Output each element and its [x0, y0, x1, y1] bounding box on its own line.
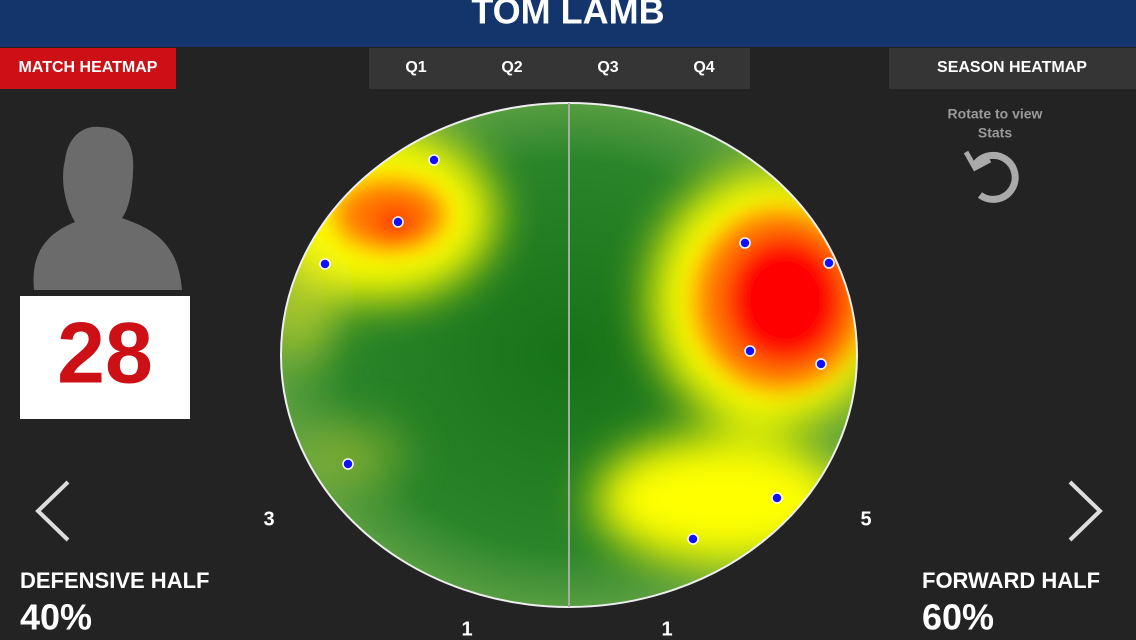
- heatmap: [281, 103, 857, 607]
- touch-dot: [815, 358, 827, 370]
- prev-button[interactable]: [35, 480, 70, 542]
- next-button[interactable]: [1068, 480, 1103, 542]
- touch-dot: [428, 154, 440, 166]
- player-number: 28: [57, 306, 153, 402]
- quarter-tab[interactable]: Q4: [693, 59, 714, 76]
- touch-dot: [342, 458, 354, 470]
- touch-dot: [739, 237, 751, 249]
- forward-value: 60%: [922, 597, 994, 638]
- quarter-tab[interactable]: Q2: [501, 59, 522, 76]
- touches: [319, 154, 835, 545]
- touch-dot: [744, 345, 756, 357]
- number-box: [20, 296, 190, 419]
- rotate-hint: Stats: [978, 125, 1012, 141]
- match-tab-label[interactable]: MATCH HEATMAP: [19, 59, 158, 76]
- bottom-count: 1: [661, 618, 672, 640]
- header-bar: [0, 0, 1136, 47]
- touch-dot: [823, 257, 835, 269]
- touch-dot: [392, 216, 404, 228]
- defensive-value: 40%: [20, 597, 92, 638]
- touch-dot: [771, 492, 783, 504]
- bottom-count: 1: [461, 618, 472, 640]
- rotate-icon[interactable]: [963, 150, 1019, 203]
- touch-dot: [687, 533, 699, 545]
- rotate-hint: Rotate to view: [948, 106, 1043, 122]
- right-count: 5: [860, 508, 871, 530]
- quarter-tab[interactable]: Q1: [405, 59, 426, 76]
- player-silhouette: [33, 126, 183, 290]
- season-tab[interactable]: [889, 48, 1136, 89]
- quarter-tab[interactable]: Q3: [597, 59, 618, 76]
- season-tab-label[interactable]: SEASON HEATMAP: [937, 59, 1087, 76]
- player-name: TOM LAMB: [471, 0, 664, 32]
- touch-dot: [319, 258, 331, 270]
- quarter-bar: [369, 48, 750, 89]
- match-tab[interactable]: [0, 48, 176, 89]
- defensive-label: DEFENSIVE HALF: [20, 568, 209, 593]
- left-count: 3: [263, 508, 274, 530]
- forward-label: FORWARD HALF: [922, 568, 1100, 593]
